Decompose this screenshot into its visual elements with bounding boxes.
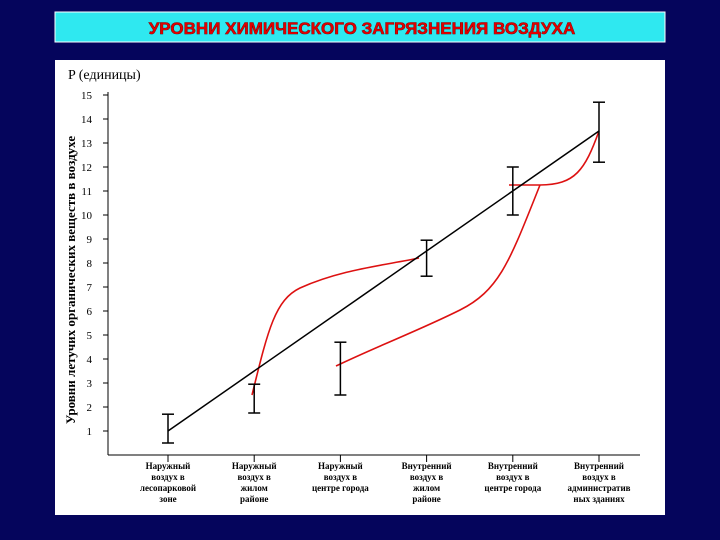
x-tick-label: Внутренний воздух в жилом районе — [402, 461, 452, 504]
error-bar — [248, 383, 261, 414]
error-bar — [506, 166, 519, 216]
trend-line — [167, 130, 600, 432]
y-tick-label: 8 — [87, 258, 93, 270]
y-tick-label: 15 — [81, 90, 93, 102]
curve — [251, 257, 420, 396]
slide-title: УРОВНИ ХИМИЧЕСКОГО ЗАГРЯЗНЕНИЯ ВОЗДУХА — [149, 19, 576, 38]
x-tick-label: Внутренний воздух в административ ных здани… — [567, 461, 630, 504]
y-tick-label: 13 — [81, 138, 93, 150]
y-tick-label: 4 — [87, 354, 93, 366]
x-tick-label: Внутренний воздух в центре города — [484, 461, 541, 493]
y-tick-label: 7 — [87, 282, 93, 294]
chart-panel — [55, 60, 665, 515]
x-tick-label: Наружный воздух в центре города — [312, 461, 369, 493]
y-tick-label: 6 — [87, 306, 93, 318]
title-banner — [54, 11, 666, 43]
error-bar — [420, 239, 433, 277]
x-tick-label: Наружный воздух в жилом районе — [232, 461, 277, 504]
y-tick-label: 3 — [87, 378, 93, 390]
y-tick-label: 1 — [87, 426, 93, 438]
y-tick-label: 10 — [81, 210, 93, 222]
curve — [335, 130, 600, 367]
red-curves — [251, 130, 600, 396]
y-tick-label: 2 — [87, 402, 93, 414]
y-tick-label: 11 — [81, 186, 92, 198]
y-tick-label: 14 — [81, 114, 93, 126]
error-bar — [334, 341, 347, 396]
y-axis-title: Уровни летучих органических веществ в во… — [63, 136, 78, 424]
error-bar — [162, 413, 174, 444]
y-tick-label: 5 — [87, 330, 93, 342]
error-bar — [593, 101, 605, 163]
y-tick-label: 9 — [87, 234, 93, 246]
y-tick-label: 12 — [81, 162, 92, 174]
y-unit-label: P (единицы) — [68, 68, 141, 83]
x-tick-label: Наружный воздух в лесопарковой зоне — [140, 461, 196, 504]
